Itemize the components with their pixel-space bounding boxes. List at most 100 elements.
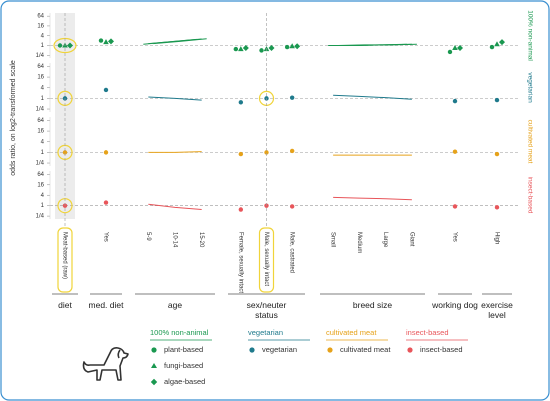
legend-marker xyxy=(407,347,413,353)
trend-line xyxy=(148,203,202,211)
x-tick-label: Male, sexually intact xyxy=(263,232,269,286)
group-label: age xyxy=(167,300,183,310)
x-tick-label: 5-9 xyxy=(145,232,151,241)
dog-icon xyxy=(82,347,129,381)
marker xyxy=(259,48,264,53)
group-label: med. diet xyxy=(88,300,124,310)
y-tick-label: 4 xyxy=(41,139,45,145)
highlight xyxy=(258,227,275,293)
legend-label: algae-based xyxy=(164,377,205,386)
x-tick-label: Female, sexually intact xyxy=(237,232,243,293)
highlight xyxy=(57,227,73,293)
x-tick-label: Large xyxy=(382,232,388,248)
legend-title: 100% non-animal xyxy=(150,328,209,337)
marker xyxy=(494,151,500,157)
trend-line xyxy=(333,196,412,201)
group-label: diet xyxy=(58,300,72,310)
y-tick-label: 16 xyxy=(37,24,44,30)
marker xyxy=(238,46,244,52)
y-tick-label: 1/4 xyxy=(36,161,45,167)
y-axis-label: odds ratio, on log2-transformed scale xyxy=(10,60,17,176)
y-tick-label: 1 xyxy=(41,203,45,209)
marker xyxy=(494,41,500,47)
marker xyxy=(294,43,301,50)
marker xyxy=(284,44,290,50)
row-label: insect-based xyxy=(526,177,533,214)
y-tick-label: 64 xyxy=(37,14,44,20)
y-tick-label: 1 xyxy=(41,43,45,49)
marker xyxy=(494,97,500,103)
marker xyxy=(98,38,104,43)
marker xyxy=(489,44,495,50)
y-tick-label: 64 xyxy=(37,172,44,178)
y-tick-label: 1/4 xyxy=(36,53,45,59)
legend-label: insect-based xyxy=(420,345,463,354)
marker xyxy=(494,205,500,210)
y-tick-label: 16 xyxy=(37,182,44,188)
y-tick-label: 4 xyxy=(41,193,45,199)
legend-title: vegetarian xyxy=(248,328,283,337)
y-tick-label: 4 xyxy=(41,85,45,91)
marker xyxy=(447,49,453,55)
x-tick-label: 15-20 xyxy=(198,232,204,248)
y-tick-label: 4 xyxy=(41,33,45,39)
legend-label: plant-based xyxy=(164,345,203,354)
marker xyxy=(457,45,463,52)
legend-label: fungi-based xyxy=(164,361,203,370)
marker xyxy=(289,43,295,49)
y-tick-label: 1 xyxy=(41,150,45,156)
legend-marker xyxy=(327,347,333,353)
marker xyxy=(499,39,505,46)
marker xyxy=(103,200,109,205)
marker xyxy=(289,95,295,100)
marker xyxy=(62,150,68,155)
y-tick-label: 16 xyxy=(37,75,44,81)
row-label: 100% non-animal xyxy=(526,10,533,61)
y-tick-label: 1/4 xyxy=(36,214,45,220)
marker xyxy=(264,150,269,155)
marker xyxy=(103,150,109,155)
marker xyxy=(242,45,249,52)
x-tick-label: Yes xyxy=(102,232,108,242)
marker xyxy=(238,100,244,105)
group-label: exercise level xyxy=(481,300,513,320)
legend-title: insect-based xyxy=(406,328,449,337)
y-tick-label: 64 xyxy=(37,64,44,70)
x-tick-label: Yes xyxy=(451,232,457,242)
trend-line xyxy=(148,151,202,153)
marker xyxy=(452,204,458,209)
trend-line xyxy=(148,96,202,101)
trend-line xyxy=(338,43,417,46)
marker xyxy=(67,42,73,49)
x-tick-label: Meat-based (raw) xyxy=(61,232,67,279)
group-label: breed size xyxy=(352,300,393,310)
marker xyxy=(452,98,458,104)
y-tick-label: 64 xyxy=(37,118,44,124)
marker xyxy=(289,204,295,209)
marker xyxy=(452,45,458,51)
x-tick-label: High xyxy=(493,232,499,244)
marker xyxy=(233,46,239,52)
x-tick-label: Small xyxy=(330,232,336,247)
legend-marker xyxy=(249,347,255,353)
x-tick-label: Medium xyxy=(356,232,362,253)
marker xyxy=(238,207,244,212)
row-label: cultivated meat xyxy=(526,120,533,164)
legend-title: cultivated meat xyxy=(326,328,377,337)
marker xyxy=(103,39,109,45)
x-tick-label: Male, castrated xyxy=(289,232,295,273)
marker xyxy=(452,149,458,154)
group-label: working dog xyxy=(432,300,478,310)
legend-marker xyxy=(151,363,157,368)
legend-marker xyxy=(150,378,158,386)
marker xyxy=(108,38,114,45)
legend-label: vegetarian xyxy=(262,345,297,354)
marker xyxy=(289,148,295,154)
row-label: vegetarian xyxy=(526,72,533,103)
trend-line xyxy=(333,94,412,100)
trend-line xyxy=(153,38,207,45)
y-tick-label: 16 xyxy=(37,129,44,135)
